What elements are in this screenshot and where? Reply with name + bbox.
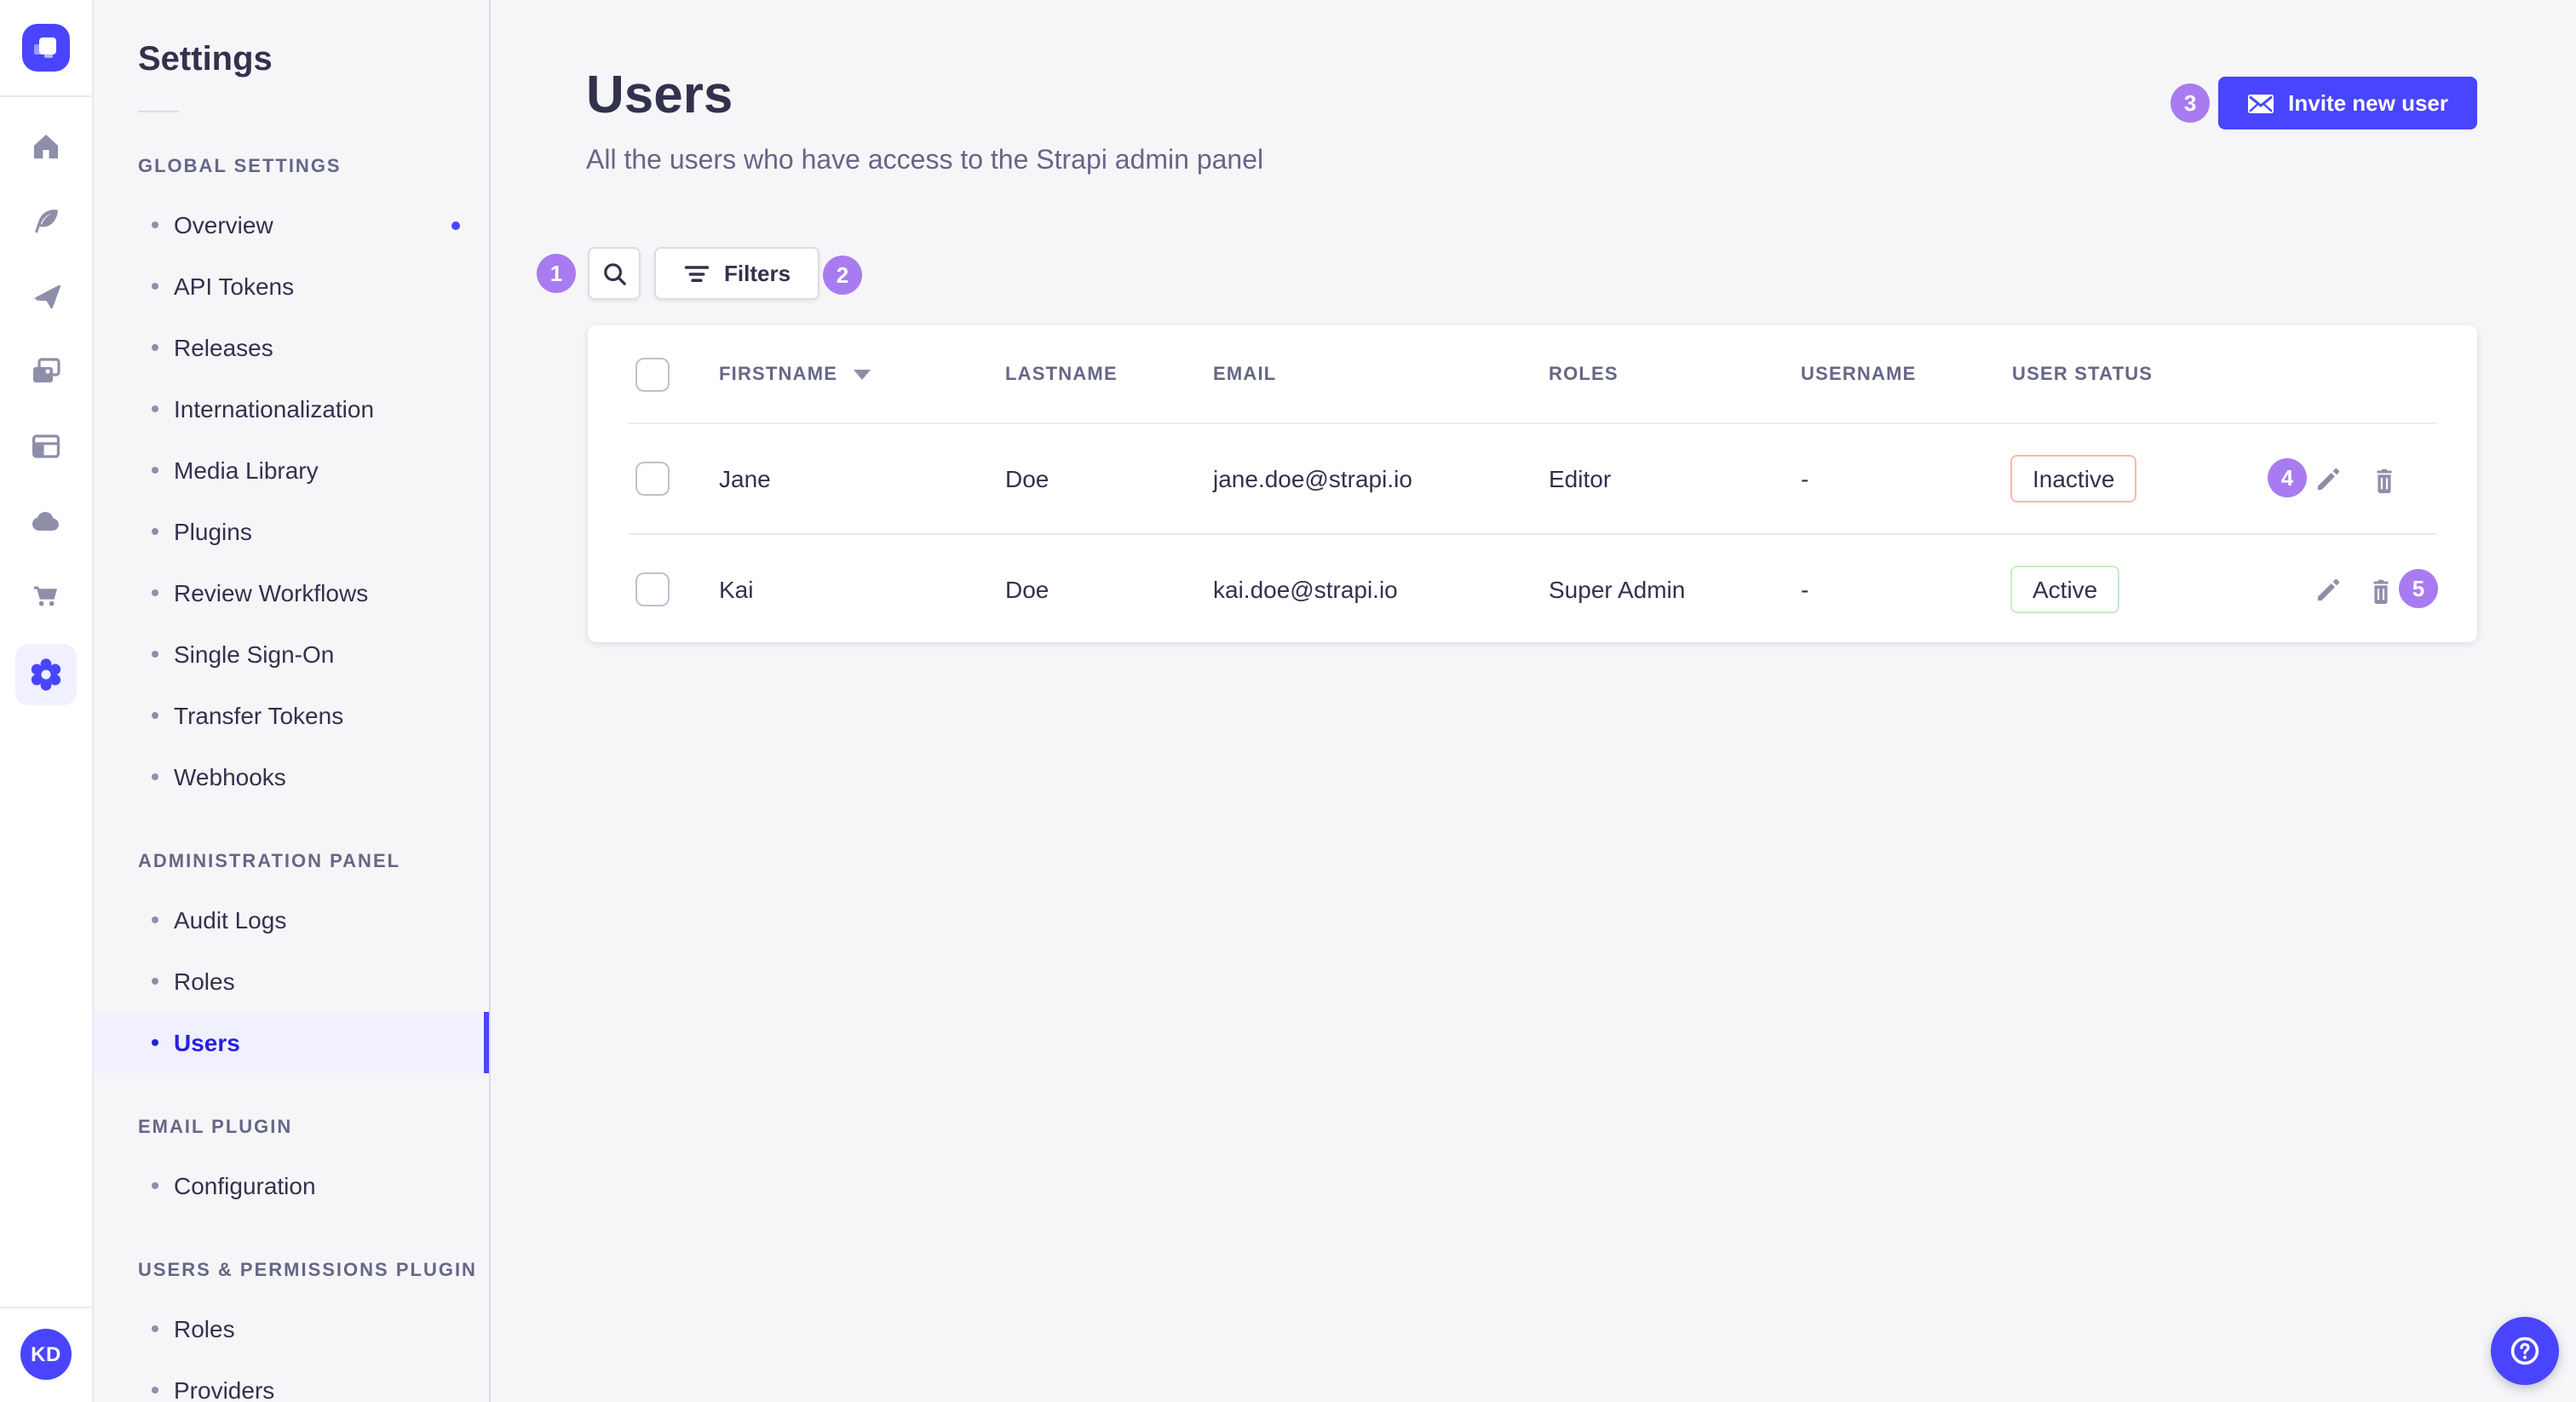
column-firstname[interactable]: FIRSTNAME bbox=[719, 364, 871, 384]
sidebar-item-providers[interactable]: Providers bbox=[94, 1359, 489, 1402]
section-email-plugin: EMAIL PLUGIN bbox=[138, 1118, 293, 1138]
bullet-icon bbox=[152, 712, 158, 719]
sidebar-item-users[interactable]: Users bbox=[94, 1012, 489, 1073]
sidebar-item-plugins[interactable]: Plugins bbox=[94, 501, 489, 562]
delete-button[interactable] bbox=[2360, 455, 2407, 503]
bullet-icon bbox=[152, 916, 158, 923]
sidebar-item-transfer-tokens[interactable]: Transfer Tokens bbox=[94, 685, 489, 746]
invite-new-user-button[interactable]: Invite new user bbox=[2218, 77, 2477, 129]
column-roles: ROLES bbox=[1549, 364, 1619, 384]
users-table: FIRSTNAME LASTNAME EMAIL ROLES USERNAME … bbox=[588, 325, 2477, 642]
sort-caret-icon[interactable] bbox=[853, 369, 871, 379]
bullet-icon bbox=[152, 283, 158, 290]
section-users-permissions-plugin: USERS & PERMISSIONS PLUGIN bbox=[138, 1261, 477, 1281]
section-global-settings: GLOBAL SETTINGS bbox=[138, 157, 342, 177]
user-avatar[interactable]: KD bbox=[20, 1329, 72, 1380]
sidebar-item-webhooks[interactable]: Webhooks bbox=[94, 746, 489, 807]
sidebar-item-review-workflows[interactable]: Review Workflows bbox=[94, 562, 489, 623]
pencil-icon bbox=[2316, 467, 2339, 490]
row-divider bbox=[629, 422, 2436, 424]
table-row[interactable]: Kai Doe kai.doe@strapi.io Super Admin - … bbox=[588, 535, 2477, 644]
sidebar-item-api-tokens[interactable]: API Tokens bbox=[94, 256, 489, 317]
home-icon[interactable] bbox=[0, 109, 92, 184]
deploy-plane-icon[interactable] bbox=[0, 259, 92, 334]
settings-gear-icon[interactable] bbox=[15, 644, 77, 705]
sidebar-item-releases[interactable]: Releases bbox=[94, 317, 489, 378]
settings-sidebar: Settings GLOBAL SETTINGS Overview API To… bbox=[94, 0, 491, 1402]
sidebar-item-audit-logs[interactable]: Audit Logs bbox=[94, 889, 489, 951]
annotation-badge-1: 1 bbox=[537, 254, 576, 293]
sidebar-item-up-roles[interactable]: Roles bbox=[94, 1298, 489, 1359]
sidebar-item-overview[interactable]: Overview bbox=[94, 194, 489, 256]
trash-icon bbox=[2372, 578, 2388, 604]
bullet-icon bbox=[152, 528, 158, 535]
help-button[interactable] bbox=[2491, 1317, 2559, 1385]
sidebar-item-single-sign-on[interactable]: Single Sign-On bbox=[94, 623, 489, 685]
bullet-icon bbox=[152, 651, 158, 658]
page-title: Users bbox=[586, 65, 733, 124]
status-badge: Inactive bbox=[2010, 455, 2137, 503]
page-subtitle: All the users who have access to the Str… bbox=[586, 147, 1264, 175]
cloud-icon[interactable] bbox=[0, 484, 92, 559]
sidebar-item-admin-roles[interactable]: Roles bbox=[94, 951, 489, 1012]
column-email: EMAIL bbox=[1213, 364, 1277, 384]
row-checkbox[interactable] bbox=[635, 462, 670, 496]
trash-icon bbox=[2376, 468, 2391, 493]
search-button[interactable] bbox=[588, 247, 641, 300]
layout-builder-icon[interactable] bbox=[0, 409, 92, 484]
annotation-badge-3: 3 bbox=[2171, 83, 2211, 123]
edit-button[interactable] bbox=[2303, 566, 2351, 613]
pencil-icon bbox=[2316, 577, 2339, 600]
bullet-icon bbox=[152, 467, 158, 474]
nav-rail: KD bbox=[0, 0, 94, 1402]
sidebar-item-internationalization[interactable]: Internationalization bbox=[94, 378, 489, 440]
bullet-icon bbox=[152, 1039, 158, 1046]
media-library-icon[interactable] bbox=[0, 334, 92, 409]
row-divider bbox=[629, 533, 2436, 535]
column-username: USERNAME bbox=[1801, 364, 1917, 384]
sidebar-title: Settings bbox=[138, 41, 273, 78]
rail-divider bbox=[0, 95, 92, 97]
delete-button[interactable] bbox=[2356, 566, 2404, 613]
annotation-badge-4: 4 bbox=[2268, 458, 2307, 497]
row-checkbox[interactable] bbox=[635, 572, 670, 606]
bullet-icon bbox=[152, 1387, 158, 1393]
rail-bottom-divider bbox=[0, 1307, 92, 1308]
sidebar-item-configuration[interactable]: Configuration bbox=[94, 1155, 489, 1216]
list-toolbar: 1 Filters 2 bbox=[537, 247, 863, 300]
filter-icon bbox=[684, 265, 710, 281]
bullet-icon bbox=[152, 589, 158, 596]
filters-button[interactable]: Filters 2 bbox=[654, 247, 863, 300]
sidebar-item-media-library[interactable]: Media Library bbox=[94, 440, 489, 501]
bullet-icon bbox=[152, 344, 158, 351]
table-row[interactable]: Jane Doe jane.doe@strapi.io Editor - Ina… bbox=[588, 424, 2477, 533]
status-badge: Active bbox=[2010, 566, 2120, 613]
content-feather-icon[interactable] bbox=[0, 184, 92, 259]
cart-icon[interactable] bbox=[0, 559, 92, 634]
section-administration-panel: ADMINISTRATION PANEL bbox=[138, 852, 401, 872]
column-lastname: LASTNAME bbox=[1005, 364, 1118, 384]
envelope-icon bbox=[2248, 94, 2274, 112]
column-user-status: USER STATUS bbox=[2012, 364, 2153, 384]
help-icon bbox=[2510, 1336, 2539, 1365]
bullet-icon bbox=[152, 405, 158, 412]
strapi-logo-icon[interactable] bbox=[22, 24, 70, 72]
edit-button[interactable] bbox=[2303, 455, 2351, 503]
table-header-row: FIRSTNAME LASTNAME EMAIL ROLES USERNAME … bbox=[588, 325, 2477, 422]
search-icon bbox=[603, 262, 625, 284]
main-content: Users All the users who have access to t… bbox=[491, 0, 2576, 1402]
bullet-icon bbox=[152, 978, 158, 985]
bullet-icon bbox=[152, 773, 158, 780]
select-all-checkbox[interactable] bbox=[635, 357, 670, 391]
annotation-badge-2: 2 bbox=[823, 256, 863, 295]
annotation-badge-5: 5 bbox=[2399, 569, 2438, 608]
bullet-icon bbox=[152, 221, 158, 228]
bullet-icon bbox=[152, 1182, 158, 1189]
bullet-icon bbox=[152, 1325, 158, 1332]
sidebar-divider bbox=[138, 111, 179, 112]
notification-dot-icon bbox=[451, 221, 460, 229]
